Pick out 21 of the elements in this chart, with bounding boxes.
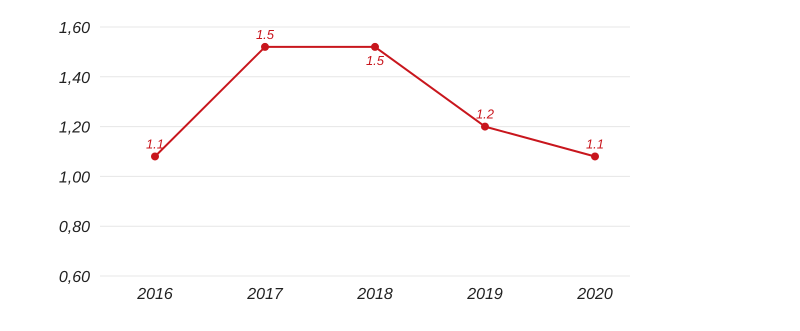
x-tick-label: 2016: [136, 286, 173, 303]
x-tick-label: 2020: [576, 286, 613, 303]
y-tick-label: 1,40: [58, 70, 90, 87]
y-tick-label: 0,60: [58, 269, 90, 286]
x-tick-label: 2017: [246, 286, 284, 303]
y-tick-label: 0,80: [58, 219, 90, 236]
y-tick-label: 1,60: [58, 20, 90, 37]
point: [591, 152, 599, 160]
data-label: 1.1: [586, 136, 604, 152]
y-tick-label: 1,20: [58, 120, 90, 137]
data-label: 1.5: [366, 52, 385, 68]
data-label: 1.2: [476, 106, 495, 122]
data-label: 1.5: [256, 26, 275, 42]
x-tick-label: 2018: [356, 286, 393, 303]
point: [261, 42, 269, 51]
point: [371, 42, 379, 51]
x-tick-label: 2019: [466, 286, 503, 303]
y-tick-label: 1,00: [58, 169, 90, 186]
data-label: 1.1: [146, 136, 164, 152]
point: [481, 122, 489, 131]
point: [151, 152, 159, 160]
